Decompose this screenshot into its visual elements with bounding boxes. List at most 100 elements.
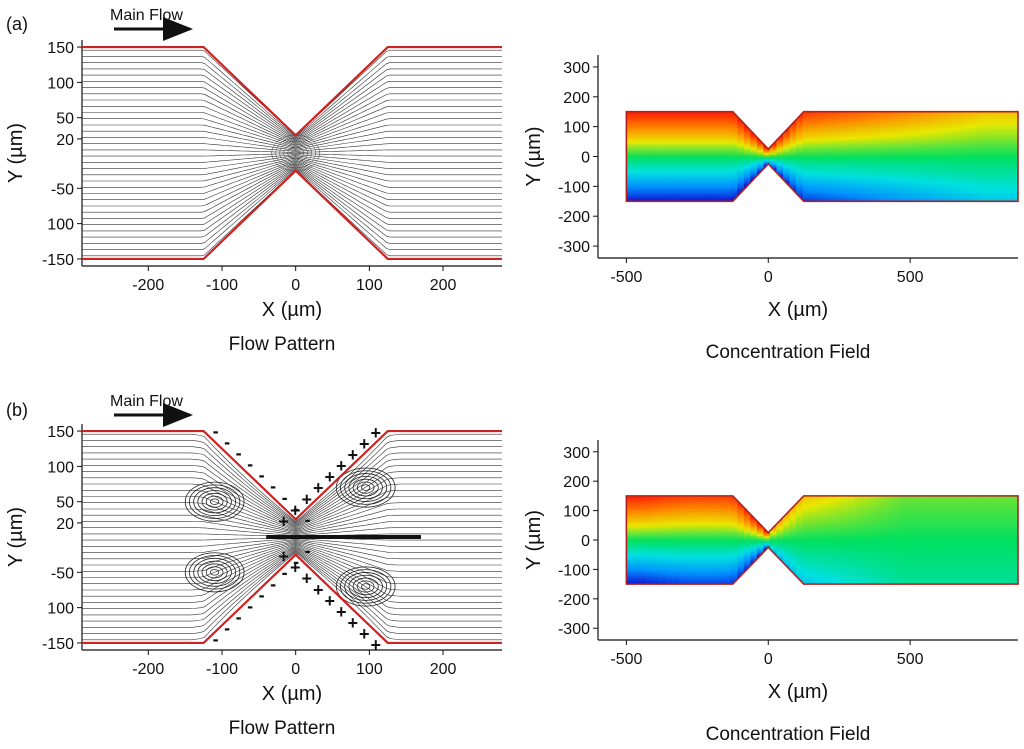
concentration-cell (854, 502, 862, 506)
concentration-cell (893, 138, 902, 142)
concentration-cell (926, 125, 934, 128)
concentration-cell (985, 573, 993, 576)
concentration-cell (841, 181, 849, 184)
concentration-cell (704, 548, 712, 552)
streamline (82, 149, 502, 153)
concentration-cell (685, 111, 693, 115)
concentration-cell (639, 517, 647, 521)
concentration-cell (724, 181, 732, 184)
concentration-cell (978, 509, 986, 512)
concentration-cell (763, 579, 771, 583)
concentration-cell (698, 577, 706, 581)
concentration-cell (965, 113, 973, 117)
concentration-cell (913, 506, 921, 510)
concentration-cell (913, 113, 921, 117)
concentration-cell (659, 513, 667, 517)
concentration-cell (926, 544, 934, 548)
concentration-cell (626, 176, 634, 180)
streamline (82, 87, 502, 143)
concentration-cell (828, 185, 836, 189)
concentration-cell (724, 138, 732, 142)
concentration-cell (796, 160, 804, 164)
concentration-cell (946, 551, 954, 554)
concentration-cell (887, 152, 895, 155)
concentration-cell (704, 500, 712, 504)
concentration-cell (809, 178, 817, 182)
concentration-cell (822, 542, 830, 546)
concentration-cell (691, 196, 699, 200)
concentration-cell (985, 504, 993, 508)
concentration-cell (815, 120, 823, 124)
concentration-cell (665, 562, 673, 565)
concentration-cell (763, 199, 771, 202)
concentration-cell (835, 520, 843, 523)
concentration-cell (789, 169, 797, 173)
concentration-cell (952, 172, 960, 176)
concentration-cell (867, 154, 876, 158)
concentration-cell (913, 199, 921, 202)
concentration-cell (959, 498, 967, 501)
concentration-cell (913, 122, 921, 126)
concentration-cell (783, 548, 791, 552)
concentration-cell (880, 581, 889, 585)
concentration-cell (913, 551, 921, 554)
concentration-cell (841, 531, 849, 534)
concentration-cell (743, 134, 751, 137)
concentration-cell (985, 537, 993, 541)
concentration-cell (959, 190, 967, 193)
concentration-cell (789, 553, 797, 557)
concentration-cell (835, 540, 843, 543)
concentration-cell (867, 564, 876, 568)
concentration-cell (783, 544, 791, 548)
concentration-cell (659, 570, 667, 574)
concentration-cell (704, 555, 712, 559)
concentration-cell (913, 544, 921, 548)
concentration-cell (900, 183, 908, 187)
concentration-cell (809, 568, 817, 572)
concentration-cell (802, 537, 810, 541)
concentration-cell (711, 136, 719, 140)
concentration-cell (789, 537, 797, 541)
concentration-cell (920, 113, 928, 117)
concentration-cell (1011, 138, 1018, 142)
concentration-cell (809, 187, 817, 191)
concentration-cell (776, 548, 784, 552)
concentration-cell (704, 120, 712, 124)
concentration-cell (933, 553, 941, 557)
concentration-cell (985, 167, 993, 171)
concentration-cell (652, 192, 660, 196)
concentration-cell (959, 156, 967, 160)
concentration-cell (861, 495, 869, 499)
concentration-cell (985, 172, 993, 176)
concentration-cell (991, 131, 1000, 135)
concentration-cell (880, 174, 889, 178)
concentration-cell (893, 156, 902, 160)
concentration-cell (946, 573, 954, 576)
concentration-cell (880, 143, 889, 146)
concentration-cell (750, 120, 758, 124)
concentration-cell (972, 524, 980, 528)
concentration-cell (815, 546, 823, 550)
concentration-cell (737, 535, 745, 539)
concentration-cell (796, 183, 804, 187)
concentration-cell (841, 537, 849, 541)
concentration-cell (626, 196, 634, 200)
concentration-cell (867, 511, 876, 515)
concentration-cell (672, 542, 680, 546)
concentration-cell (965, 570, 973, 574)
concentration-cell (809, 517, 817, 521)
streamline (82, 543, 502, 584)
concentration-cell (809, 535, 817, 539)
concentration-cell (704, 183, 712, 187)
concentration-cell (769, 575, 778, 579)
concentration-cell (626, 156, 634, 160)
concentration-cell (887, 181, 895, 184)
concentration-cell (724, 147, 732, 151)
concentration-cell (822, 553, 830, 557)
concentration-cell (835, 568, 843, 572)
concentration-cell (848, 174, 856, 178)
concentration-cell (783, 579, 791, 583)
concentration-cell (835, 551, 843, 554)
concentration-cell (665, 194, 673, 198)
concentration-cell (900, 147, 908, 151)
